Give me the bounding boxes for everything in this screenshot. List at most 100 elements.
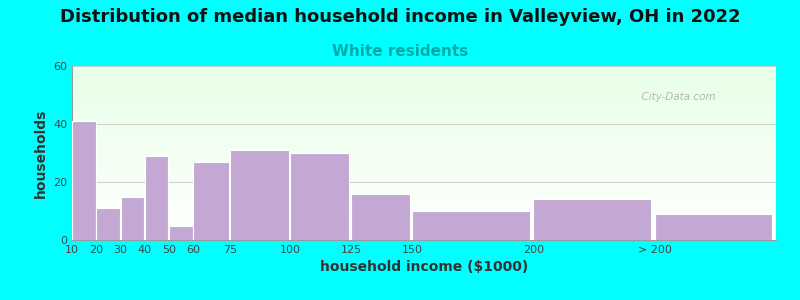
Bar bbox=[72, 123, 776, 124]
Bar bbox=[72, 125, 776, 126]
Bar bbox=[72, 100, 776, 101]
Bar bbox=[72, 218, 776, 219]
Bar bbox=[72, 220, 776, 221]
Bar bbox=[72, 80, 776, 81]
Bar bbox=[72, 200, 776, 201]
Bar bbox=[72, 66, 776, 67]
Bar bbox=[72, 135, 776, 136]
Bar bbox=[72, 129, 776, 130]
Bar bbox=[412, 211, 530, 240]
Bar bbox=[72, 154, 776, 155]
Bar bbox=[72, 83, 776, 84]
Bar bbox=[72, 143, 776, 144]
Bar bbox=[72, 219, 776, 220]
Bar bbox=[72, 116, 776, 117]
Bar bbox=[145, 156, 168, 240]
Bar bbox=[72, 96, 776, 97]
Bar bbox=[72, 159, 776, 160]
Bar bbox=[72, 227, 776, 228]
Bar bbox=[72, 178, 776, 179]
Bar bbox=[72, 108, 776, 109]
Bar bbox=[72, 222, 776, 223]
Bar bbox=[534, 200, 651, 240]
Bar bbox=[72, 160, 776, 161]
Bar bbox=[72, 147, 776, 148]
Bar bbox=[72, 85, 776, 86]
Bar bbox=[72, 122, 776, 123]
Bar bbox=[654, 214, 772, 240]
Bar bbox=[72, 199, 776, 200]
Bar bbox=[72, 211, 776, 212]
Bar bbox=[72, 138, 776, 139]
Text: City-Data.com: City-Data.com bbox=[635, 92, 716, 102]
Bar bbox=[72, 82, 776, 83]
Bar bbox=[72, 163, 776, 164]
Bar bbox=[72, 181, 776, 182]
Bar bbox=[72, 75, 776, 76]
Bar bbox=[72, 68, 776, 69]
Bar bbox=[72, 88, 776, 89]
Bar bbox=[72, 175, 776, 176]
Bar bbox=[72, 103, 776, 104]
Bar bbox=[72, 120, 776, 121]
Bar bbox=[72, 168, 776, 169]
Bar bbox=[72, 223, 776, 224]
Bar bbox=[72, 131, 776, 132]
Bar bbox=[72, 139, 776, 140]
Bar bbox=[72, 232, 776, 233]
Bar bbox=[72, 231, 776, 232]
Bar bbox=[72, 84, 776, 85]
Bar bbox=[72, 144, 776, 145]
Bar bbox=[72, 228, 776, 229]
Bar bbox=[72, 193, 776, 194]
Bar bbox=[72, 187, 776, 188]
Bar bbox=[72, 210, 776, 211]
Text: Distribution of median household income in Valleyview, OH in 2022: Distribution of median household income … bbox=[60, 8, 740, 26]
Bar bbox=[72, 155, 776, 156]
Bar bbox=[169, 226, 193, 240]
Bar bbox=[72, 176, 776, 177]
Bar bbox=[72, 91, 776, 92]
Bar bbox=[72, 86, 776, 87]
Bar bbox=[72, 233, 776, 234]
Bar bbox=[72, 217, 776, 218]
Bar bbox=[72, 70, 776, 71]
Bar bbox=[72, 126, 776, 127]
Bar bbox=[96, 208, 120, 240]
Bar bbox=[72, 221, 776, 222]
Bar bbox=[72, 169, 776, 170]
Bar bbox=[72, 195, 776, 196]
Bar bbox=[72, 93, 776, 94]
Bar bbox=[72, 174, 776, 175]
Bar bbox=[72, 78, 776, 79]
Bar bbox=[72, 127, 776, 128]
Bar bbox=[72, 226, 776, 227]
Bar bbox=[72, 110, 776, 111]
Bar bbox=[72, 234, 776, 235]
Bar bbox=[72, 137, 776, 138]
Bar bbox=[72, 169, 776, 170]
Bar bbox=[72, 149, 776, 150]
Bar bbox=[72, 101, 776, 102]
Bar bbox=[72, 69, 776, 70]
Bar bbox=[72, 112, 776, 113]
Bar bbox=[72, 97, 776, 98]
Bar bbox=[72, 81, 776, 82]
Bar bbox=[72, 205, 776, 206]
Bar bbox=[72, 67, 776, 68]
Bar bbox=[72, 188, 776, 189]
Bar bbox=[72, 141, 776, 142]
Bar bbox=[72, 238, 776, 239]
Bar bbox=[72, 95, 776, 96]
Bar bbox=[72, 153, 776, 154]
Bar bbox=[72, 140, 776, 141]
Bar bbox=[72, 177, 776, 178]
Bar bbox=[72, 184, 776, 185]
Bar bbox=[72, 152, 776, 153]
Bar bbox=[72, 225, 776, 226]
Bar bbox=[72, 114, 776, 115]
Bar bbox=[72, 157, 776, 158]
Bar bbox=[72, 196, 776, 197]
Bar bbox=[72, 115, 776, 116]
Bar bbox=[72, 90, 776, 91]
